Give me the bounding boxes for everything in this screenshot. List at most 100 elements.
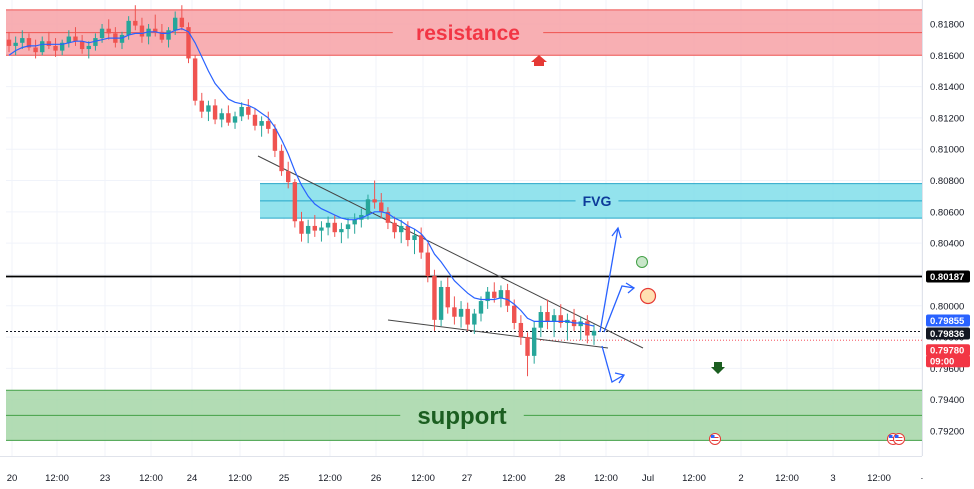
candle-body bbox=[179, 17, 185, 28]
candle bbox=[418, 227, 424, 259]
candle-body bbox=[405, 225, 411, 241]
candle bbox=[33, 39, 38, 59]
fvg-label: FVG bbox=[583, 193, 612, 209]
candle-body bbox=[6, 39, 12, 46]
candle-body bbox=[372, 199, 377, 203]
candle bbox=[465, 302, 470, 331]
candle bbox=[46, 31, 52, 50]
moving-average-line bbox=[8, 28, 595, 327]
candle-body bbox=[465, 308, 470, 325]
candle-body bbox=[133, 20, 138, 26]
price-tag-text: 0.79780 bbox=[930, 346, 964, 357]
candle-body bbox=[279, 150, 284, 172]
candle bbox=[40, 36, 45, 56]
time-tick-label: 24 bbox=[187, 473, 198, 484]
candle-body bbox=[99, 28, 105, 39]
projection-up-arrowhead bbox=[611, 226, 622, 239]
candle bbox=[325, 216, 331, 236]
price-tick-label: 0.79400 bbox=[930, 395, 964, 406]
candle-body bbox=[153, 28, 158, 32]
candle bbox=[385, 207, 391, 230]
candle bbox=[558, 304, 563, 328]
price-tick-label: 0.80000 bbox=[930, 301, 964, 312]
time-tick-label: 26 bbox=[371, 473, 382, 484]
candle-body bbox=[212, 105, 218, 120]
candle bbox=[59, 39, 65, 56]
candle bbox=[232, 111, 238, 129]
time-tick-label: 12:00 bbox=[775, 473, 799, 484]
candle bbox=[26, 33, 32, 51]
candle-body bbox=[192, 58, 198, 101]
down-arrow-icon bbox=[711, 362, 725, 374]
candle bbox=[179, 5, 185, 31]
candle bbox=[106, 19, 111, 40]
candle bbox=[438, 280, 444, 327]
candle-body bbox=[472, 313, 477, 325]
levels bbox=[6, 275, 922, 341]
candle-body bbox=[286, 171, 291, 183]
candle-body bbox=[186, 27, 191, 59]
time-tick-label: 3 bbox=[830, 473, 835, 484]
candle bbox=[6, 31, 12, 53]
candle bbox=[339, 222, 344, 244]
price-tag-text: 0.80187 bbox=[930, 272, 964, 283]
lower-trendline bbox=[387, 319, 609, 349]
candle-body bbox=[126, 20, 131, 35]
candle-body bbox=[159, 31, 165, 40]
time-tick-label: 12:00 bbox=[594, 473, 618, 484]
candle bbox=[531, 321, 537, 364]
candle-body bbox=[385, 211, 391, 223]
candle bbox=[212, 99, 218, 125]
candle-body bbox=[246, 106, 251, 115]
candle bbox=[432, 269, 437, 331]
candle-body bbox=[312, 225, 317, 231]
candle bbox=[133, 5, 138, 31]
price-tag-blue bbox=[926, 314, 970, 327]
zones: resistance FVG support bbox=[6, 9, 922, 441]
candle bbox=[425, 243, 431, 283]
candle bbox=[119, 31, 125, 50]
resistance-label: resistance bbox=[416, 22, 520, 45]
candle bbox=[126, 16, 131, 40]
candle-body bbox=[66, 36, 72, 43]
time-tick-label: 2 bbox=[738, 473, 743, 484]
candle bbox=[86, 41, 91, 59]
candle bbox=[20, 30, 25, 50]
candle bbox=[252, 108, 258, 131]
candle bbox=[279, 144, 284, 176]
projection-up-arrow bbox=[599, 227, 619, 333]
candle bbox=[458, 301, 464, 328]
candle-body bbox=[86, 45, 91, 50]
candle-body bbox=[438, 286, 444, 320]
candle-body bbox=[219, 113, 224, 120]
candle-body bbox=[272, 128, 278, 151]
candle bbox=[505, 283, 510, 313]
candle bbox=[266, 111, 271, 134]
candle-body bbox=[46, 41, 52, 46]
candle bbox=[199, 92, 204, 118]
price-tick-label: 0.81400 bbox=[930, 82, 964, 93]
candle bbox=[272, 124, 278, 158]
candle bbox=[345, 218, 351, 239]
candle bbox=[518, 315, 524, 345]
price-tag-text: 0.79855 bbox=[930, 316, 965, 327]
candle-body bbox=[106, 28, 111, 34]
candle-body bbox=[359, 214, 364, 220]
candle bbox=[146, 24, 151, 45]
projection-alt-arrow bbox=[603, 285, 635, 333]
candle bbox=[219, 108, 224, 128]
candle bbox=[545, 299, 550, 330]
candles bbox=[6, 5, 597, 377]
candle bbox=[73, 27, 78, 46]
candle bbox=[139, 17, 145, 43]
time-tick-label: 12:00 bbox=[682, 473, 706, 484]
candle-body bbox=[325, 222, 331, 228]
candle-body bbox=[33, 47, 38, 53]
price-tick-label: 0.81200 bbox=[930, 113, 964, 124]
candle bbox=[312, 214, 317, 237]
candle-body bbox=[166, 30, 171, 40]
candle bbox=[305, 219, 311, 244]
candle-body bbox=[266, 121, 271, 129]
candle bbox=[53, 38, 58, 57]
